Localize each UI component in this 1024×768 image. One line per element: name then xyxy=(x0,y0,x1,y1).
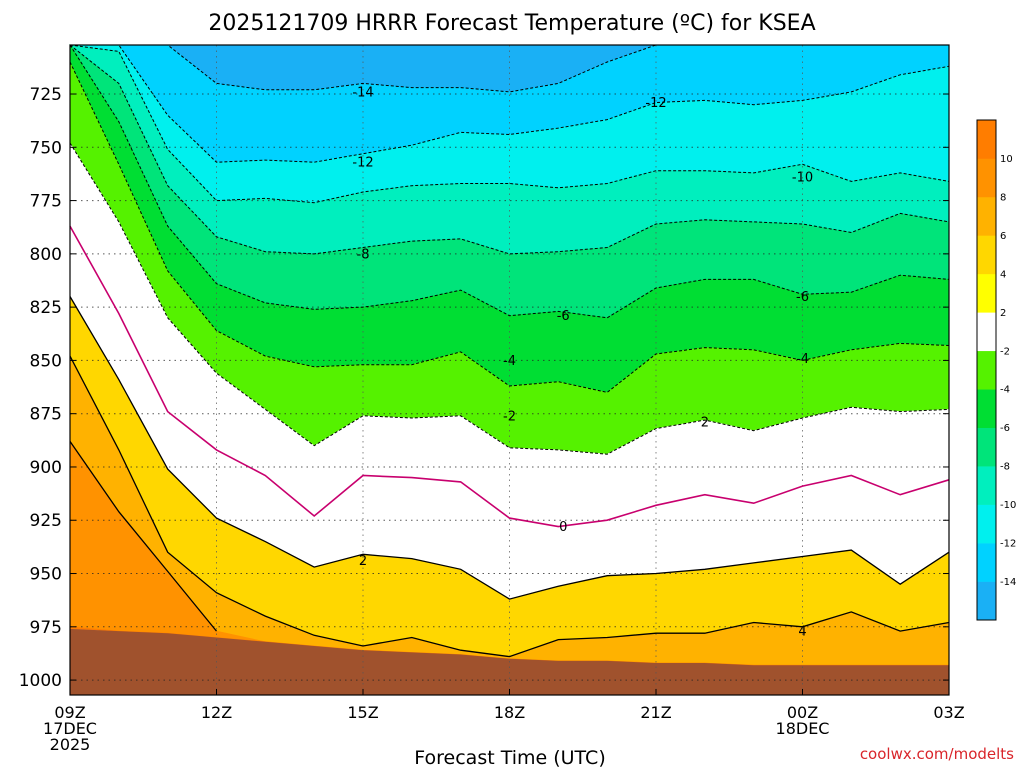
colorbar-swatch xyxy=(977,273,996,313)
x-tick-label: 17DEC xyxy=(43,719,97,738)
colorbar-swatch xyxy=(977,581,996,621)
colorbar-label: -8 xyxy=(1000,462,1010,473)
contour-label: 2 xyxy=(701,416,709,431)
contour-label: -14 xyxy=(352,85,373,100)
contour-label: -8 xyxy=(357,247,370,262)
x-tick-label: 2025 xyxy=(50,735,91,754)
x-tick-label: 18Z xyxy=(494,703,525,722)
colorbar-label: 10 xyxy=(1000,154,1013,165)
x-axis-label: Forecast Time (UTC) xyxy=(414,747,605,768)
x-tick-label: 09Z xyxy=(54,703,85,722)
y-tick-label: 800 xyxy=(30,245,62,265)
x-tick-label: 12Z xyxy=(201,703,232,722)
y-tick-label: 925 xyxy=(30,511,62,531)
colorbar-swatch xyxy=(977,543,996,582)
contour-label: 0 xyxy=(559,520,567,535)
contour-label: -12 xyxy=(645,96,666,111)
colorbar-swatch xyxy=(977,389,996,428)
colorbar-label: -6 xyxy=(1000,423,1010,434)
credit-text: coolwx.com/modelts xyxy=(860,745,1014,763)
contour-line-minus10 xyxy=(69,44,950,204)
y-axis: 725 750 775 800 825 850 875 900 925 950 975 1000 xyxy=(19,85,949,691)
colorbar-frame xyxy=(976,119,997,621)
contour-line-0 xyxy=(69,225,950,528)
y-tick-label: 850 xyxy=(30,351,62,371)
colorbar-swatch xyxy=(977,504,996,544)
colorbar-label: -12 xyxy=(1000,539,1016,550)
contour-line-minus12 xyxy=(70,44,950,163)
colorbar-label: 8 xyxy=(1000,192,1006,203)
contour-label: -12 xyxy=(352,156,373,171)
y-tick-label: 975 xyxy=(30,618,62,638)
x-tick-label: 21Z xyxy=(640,703,671,722)
contour-line-2 xyxy=(69,296,950,600)
y-tick-label: 750 xyxy=(30,138,62,158)
y-tick-label: 900 xyxy=(30,458,62,478)
contour-label: -4 xyxy=(503,354,516,369)
colorbar-label: 4 xyxy=(1000,269,1006,280)
y-tick-label: 825 xyxy=(30,298,62,318)
contour-labels: -14 -12 -12 -10 -8 -6 -6 -4 -4 -2 2 2 0 4 xyxy=(352,85,813,639)
colorbar-swatch xyxy=(977,312,996,352)
x-tick-label: 03Z xyxy=(933,703,964,722)
colorbar-label: -14 xyxy=(1000,577,1016,588)
contour-label: -6 xyxy=(796,290,809,305)
contour-line-minus8 xyxy=(69,44,950,255)
contour-line-minus4 xyxy=(69,61,950,393)
colorbar-label: -10 xyxy=(1000,500,1016,511)
colorbar-swatch xyxy=(977,350,996,390)
colorbar-swatch xyxy=(977,466,996,505)
contour-label: -6 xyxy=(557,309,570,324)
x-tick-label: 18DEC xyxy=(776,719,830,738)
colorbar-swatch xyxy=(977,235,996,275)
colorbar-label: -4 xyxy=(1000,385,1010,396)
y-tick-label: 950 xyxy=(30,565,62,585)
contour-line-6 xyxy=(69,441,218,632)
contour-label: -10 xyxy=(792,171,813,186)
contour-line-minus6 xyxy=(69,44,950,319)
contour-line-4 xyxy=(69,355,950,658)
colorbar-label: 2 xyxy=(1000,308,1006,319)
colorbar: -14 -12 -10 -8 -6 -4 -2 2 4 6 8 10 xyxy=(976,119,1016,621)
grid-lines xyxy=(70,45,949,695)
colorbar-swatch xyxy=(977,158,996,198)
contour-line-minus2 xyxy=(69,142,950,455)
colorbar-label: -2 xyxy=(1000,346,1010,357)
colorbar-swatch xyxy=(977,196,996,236)
contour-label: -2 xyxy=(503,409,516,424)
x-tick-label: 15Z xyxy=(347,703,378,722)
x-tick-label: 00Z xyxy=(787,703,818,722)
contour-label: 4 xyxy=(798,625,806,640)
chart-title: 2025121709 HRRR Forecast Temperature (ºC… xyxy=(208,11,815,36)
y-tick-label: 775 xyxy=(30,192,62,212)
colorbar-label: 6 xyxy=(1000,231,1006,242)
colorbar-swatch xyxy=(977,120,996,159)
y-tick-label: 875 xyxy=(30,405,62,425)
contour-label: 2 xyxy=(359,554,367,569)
contour-label: -4 xyxy=(796,352,809,367)
y-tick-label: 725 xyxy=(30,85,62,105)
y-tick-label: 1000 xyxy=(19,671,62,691)
colorbar-swatch xyxy=(977,427,996,467)
